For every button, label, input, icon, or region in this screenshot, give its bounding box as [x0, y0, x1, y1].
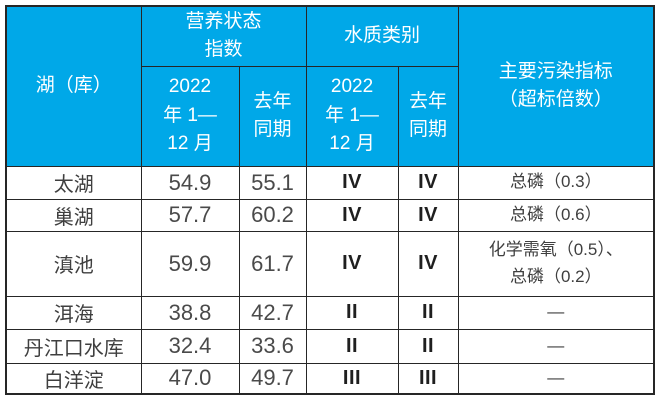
quality-last-cell: II [397, 328, 459, 364]
quality-current-cell: II [305, 295, 399, 330]
table-row-danjiangkou: 丹江口水库 32.4 33.6 II II — [5, 328, 655, 364]
quality-last-cell: III [397, 362, 459, 395]
lake-name-cell: 白洋淀 [5, 362, 142, 395]
nutrition-current-cell: 54.9 [140, 165, 240, 200]
quality-current-cell: IV [305, 165, 399, 200]
pollution-cell: — [457, 328, 655, 364]
header-quality-period-current: 2022 年 1— 12 月 [305, 65, 399, 167]
table-row-taihu: 太湖 54.9 55.1 IV IV 总磷（0.3） [5, 165, 655, 200]
quality-last-cell: IV [397, 165, 459, 200]
nutrition-last-cell: 60.2 [238, 198, 307, 232]
quality-last-cell: IV [397, 230, 459, 297]
lake-name-cell: 巢湖 [5, 198, 142, 232]
lake-name-cell: 洱海 [5, 295, 142, 330]
table-row-baiyangdian: 白洋淀 47.0 49.7 III III — [5, 362, 655, 395]
nutrition-current-cell: 57.7 [140, 198, 240, 232]
nutrition-last-cell: 55.1 [238, 165, 307, 200]
table-row-erhai: 洱海 38.8 42.7 II II — [5, 295, 655, 330]
lake-name-cell: 滇池 [5, 230, 142, 297]
header-row-groups: 湖（库） 营养状态 指数 水质类别 主要污染指标 （超标倍数） [5, 5, 655, 167]
quality-current-cell: IV [305, 198, 399, 232]
nutrition-last-cell: 33.6 [238, 328, 307, 364]
header-row-periods: 2022 年 1— 12 月 去年 同期 2022 年 1— 12 月 去年 同… [6, 65, 654, 167]
pollution-cell: — [457, 295, 655, 330]
header-quality-group: 水质类别 [305, 5, 459, 67]
quality-current-cell: II [305, 328, 399, 364]
pollution-cell: — [457, 362, 655, 395]
table-row-chaohu: 巢湖 57.7 60.2 IV IV 总磷（0.6） [5, 198, 655, 232]
nutrition-current-cell: 38.8 [140, 295, 240, 330]
header-pollution: 主要污染指标 （超标倍数） [457, 5, 655, 167]
nutrition-last-cell: 61.7 [238, 230, 307, 297]
header-lake: 湖（库） [5, 5, 142, 167]
header-quality-period-last: 去年 同期 [397, 65, 459, 167]
pollution-cell: 总磷（0.3） [457, 165, 655, 200]
lake-name-cell: 太湖 [5, 165, 142, 200]
nutrition-last-cell: 49.7 [238, 362, 307, 395]
nutrition-current-cell: 59.9 [140, 230, 240, 297]
quality-current-cell: IV [305, 230, 399, 297]
pollution-cell: 总磷（0.6） [457, 198, 655, 232]
header-nutrition-group: 营养状态 指数 [140, 5, 307, 67]
header-nutrition-period-current: 2022 年 1— 12 月 [140, 65, 240, 167]
lake-name-cell: 丹江口水库 [5, 328, 142, 364]
water-quality-table: 湖（库） 营养状态 指数 水质类别 主要污染指标 （超标倍数） 2022 年 1… [5, 5, 656, 395]
table-row-dianchi: 滇池 59.9 61.7 IV IV 化学需氧（0.5）、 总磷（0.2） [5, 230, 655, 297]
pollution-cell: 化学需氧（0.5）、 总磷（0.2） [457, 230, 655, 297]
header-nutrition-period-last: 去年 同期 [238, 65, 307, 167]
nutrition-last-cell: 42.7 [238, 295, 307, 330]
quality-last-cell: IV [397, 198, 459, 232]
quality-current-cell: III [305, 362, 399, 395]
quality-last-cell: II [397, 295, 459, 330]
nutrition-current-cell: 32.4 [140, 328, 240, 364]
nutrition-current-cell: 47.0 [140, 362, 240, 395]
